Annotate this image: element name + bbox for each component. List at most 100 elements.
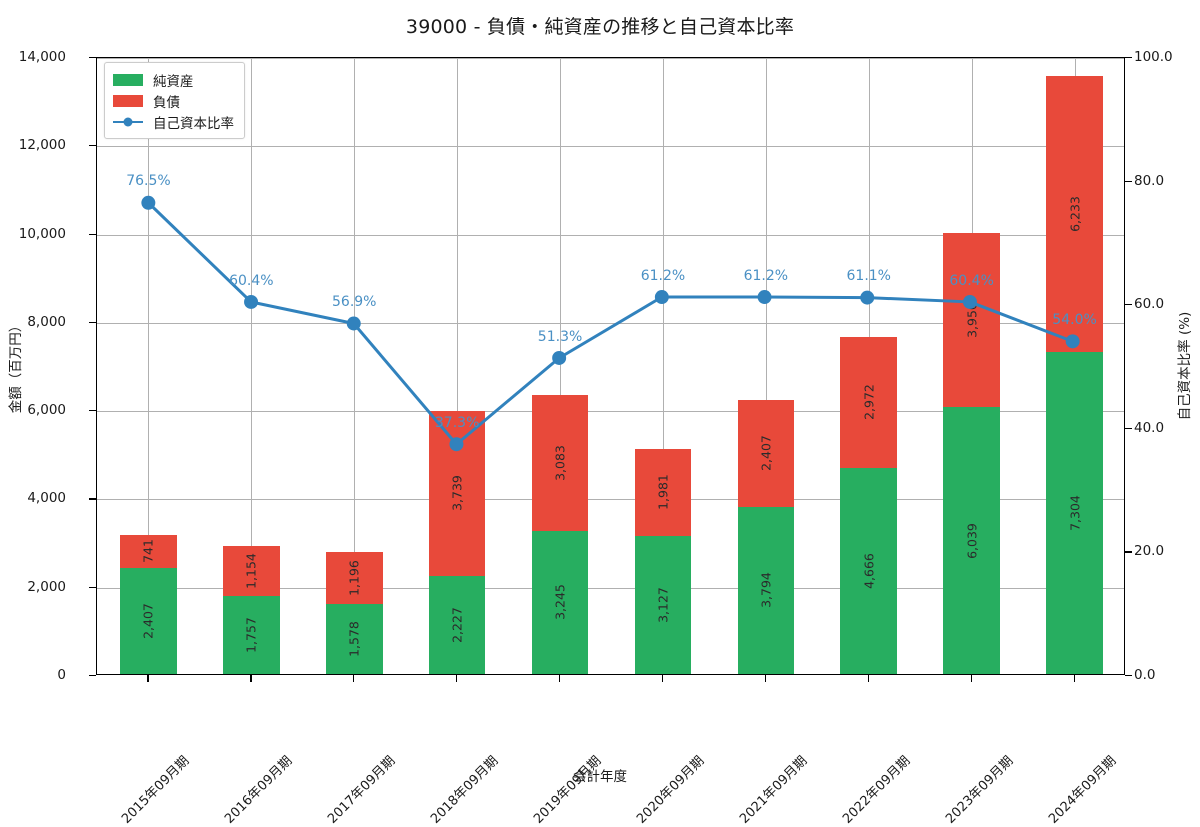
gridline-horizontal: [97, 58, 1124, 59]
bar-segment-equity[interactable]: 3,127: [634, 535, 692, 674]
x-axis-tick-label: 2021年09月期: [736, 753, 811, 827]
y-axis-right-tick-label: 0.0: [1134, 667, 1156, 683]
chart-figure: 39000 - 負債・純資産の推移と自己資本比率 2,407 741 1,757 1,…: [8, 16, 1193, 827]
x-axis-tick-mark: [764, 675, 767, 682]
bar-segment-liability[interactable]: 1,154: [223, 545, 280, 597]
bar-group[interactable]: 1,578 1,196: [325, 551, 383, 674]
bar-segment-equity[interactable]: 1,757: [223, 596, 280, 674]
bar-value-label-equity: 6,039: [964, 522, 980, 559]
ratio-data-point[interactable]: [860, 290, 875, 305]
y-axis-left-tick-mark: [89, 586, 96, 588]
ratio-value-label: 60.4%: [949, 272, 994, 289]
y-axis-right-tick-mark: [1125, 551, 1132, 553]
x-axis-tick-label: 2016年09月期: [222, 753, 296, 827]
bar-segment-liability[interactable]: 2,407: [737, 400, 795, 507]
bar-segment-liability[interactable]: 2,972: [840, 336, 898, 469]
gridline-horizontal: [97, 146, 1124, 148]
bar-value-label-equity: 4,666: [861, 553, 877, 589]
bar-segment-equity[interactable]: 2,407: [120, 567, 177, 674]
bar-segment-liability[interactable]: 3,739: [428, 410, 486, 576]
y-axis-right-title: 自己資本比率 (%): [1177, 311, 1193, 421]
bar-segment-equity[interactable]: 6,039: [943, 407, 1000, 674]
bar-value-label-equity: 2,227: [449, 606, 465, 643]
y-axis-left-tick-mark: [89, 410, 96, 412]
bar-segment-liability[interactable]: 1,196: [325, 551, 383, 605]
ratio-value-label: 61.1%: [846, 268, 891, 285]
y-axis-right-tick-label: 80.0: [1134, 172, 1165, 189]
bar-value-label-liability: 2,972: [861, 384, 877, 421]
y-axis-right-tick-mark: [1125, 180, 1132, 182]
x-axis-tick-mark: [147, 675, 149, 682]
x-axis-title: 会計年度: [573, 769, 627, 785]
y-axis-right-tick-mark: [1125, 427, 1132, 429]
bar-value-label-liability: 741: [140, 539, 156, 564]
plot-inner: 2,407 741 1,757 1,154 1,578 1,196 2,227 3,739 3,…: [97, 58, 1124, 674]
bar-value-label-equity: 3,794: [758, 572, 774, 609]
y-axis-left-tick-label: 8,000: [27, 313, 66, 330]
gridline-horizontal: [97, 587, 1124, 589]
bar-group[interactable]: 2,227 3,739: [428, 410, 486, 674]
y-axis-right-tick-label: 40.0: [1134, 419, 1165, 436]
bar-value-label-liability: 1,981: [655, 474, 671, 511]
ratio-value-label: 61.2%: [640, 267, 686, 284]
y-axis-right-tick-label: 20.0: [1134, 543, 1165, 560]
x-axis-tick-mark: [867, 675, 869, 682]
x-axis-tick-mark: [353, 675, 355, 682]
bar-group[interactable]: 7,304 6,233: [1046, 76, 1103, 674]
bar-segment-liability[interactable]: 3,083: [531, 394, 589, 531]
y-axis-right-tick-label: 100.0: [1134, 49, 1173, 65]
ratio-value-label: 54.0%: [1052, 312, 1097, 329]
y-axis-left-title: 金額（百万円）: [8, 318, 24, 414]
bar-value-label-liability: 3,956: [964, 302, 980, 339]
legend-item[interactable]: 負債: [113, 90, 234, 111]
bar-value-label-equity: 2,407: [140, 602, 156, 639]
ratio-data-point[interactable]: [757, 290, 772, 304]
y-axis-right-tick-mark: [1125, 304, 1132, 306]
legend-item[interactable]: 自己資本比率: [113, 111, 234, 132]
legend-item-label: 負債: [153, 94, 180, 111]
x-axis-tick-mark: [1073, 675, 1075, 682]
x-axis-tick-mark: [661, 675, 664, 682]
x-axis-tick-mark: [970, 675, 972, 682]
bar-segment-equity[interactable]: 2,227: [428, 575, 486, 674]
y-axis-right-tick-label: 60.0: [1134, 296, 1165, 313]
bar-group[interactable]: 3,794 2,407: [737, 400, 795, 674]
ratio-value-label: 61.2%: [743, 267, 789, 284]
bar-value-label-liability: 6,233: [1067, 196, 1083, 232]
bar-segment-equity[interactable]: 1,578: [325, 604, 383, 674]
y-axis-right-tick-mark: [1125, 675, 1132, 677]
bar-value-label-equity: 3,127: [655, 587, 671, 623]
bar-group[interactable]: 6,039 3,956: [943, 232, 1000, 674]
bar-segment-equity[interactable]: 3,794: [737, 506, 795, 674]
bar-value-label-equity: 7,304: [1067, 494, 1083, 531]
bar-segment-liability[interactable]: 6,233: [1046, 76, 1103, 352]
x-axis-tick-label: 2019年09月期: [531, 753, 605, 827]
x-axis-tick-label: 2023年09月期: [942, 753, 1017, 827]
bar-group[interactable]: 1,757 1,154: [223, 545, 280, 674]
bar-segment-equity[interactable]: 3,245: [531, 530, 589, 674]
y-axis-left-tick-label: 4,000: [27, 490, 66, 507]
x-axis-tick-label: 2017年09月期: [325, 753, 399, 827]
x-axis-tick-label: 2015年09月期: [119, 753, 193, 827]
ratio-value-label: 56.9%: [332, 294, 377, 311]
bar-value-label-liability: 1,154: [243, 553, 259, 589]
bar-segment-liability[interactable]: 3,956: [943, 232, 1000, 408]
bar-group[interactable]: 4,666 2,972: [840, 336, 898, 674]
x-axis-tick-label: 2022年09月期: [839, 753, 914, 827]
x-axis-tick-mark: [559, 675, 561, 682]
bar-segment-liability[interactable]: 1,981: [634, 448, 692, 536]
ratio-data-point[interactable]: [654, 290, 669, 304]
bar-group[interactable]: 3,127 1,981: [634, 448, 692, 674]
bar-segment-liability[interactable]: 741: [120, 535, 177, 568]
legend-item[interactable]: 純資産: [113, 69, 234, 90]
bar-value-label-liability: 2,407: [758, 435, 774, 472]
bar-segment-equity[interactable]: 7,304: [1046, 351, 1103, 674]
bar-value-label-equity: 1,578: [346, 621, 362, 658]
ratio-value-label: 51.3%: [537, 328, 583, 345]
bar-segment-equity[interactable]: 4,666: [840, 468, 898, 674]
chart-legend: 純資産負債自己資本比率: [104, 62, 245, 139]
legend-color-swatch-icon: [113, 94, 143, 107]
legend-item-label: 自己資本比率: [153, 115, 234, 132]
bar-group[interactable]: 3,245 3,083: [531, 394, 589, 674]
bar-group[interactable]: 2,407 741: [120, 535, 177, 674]
